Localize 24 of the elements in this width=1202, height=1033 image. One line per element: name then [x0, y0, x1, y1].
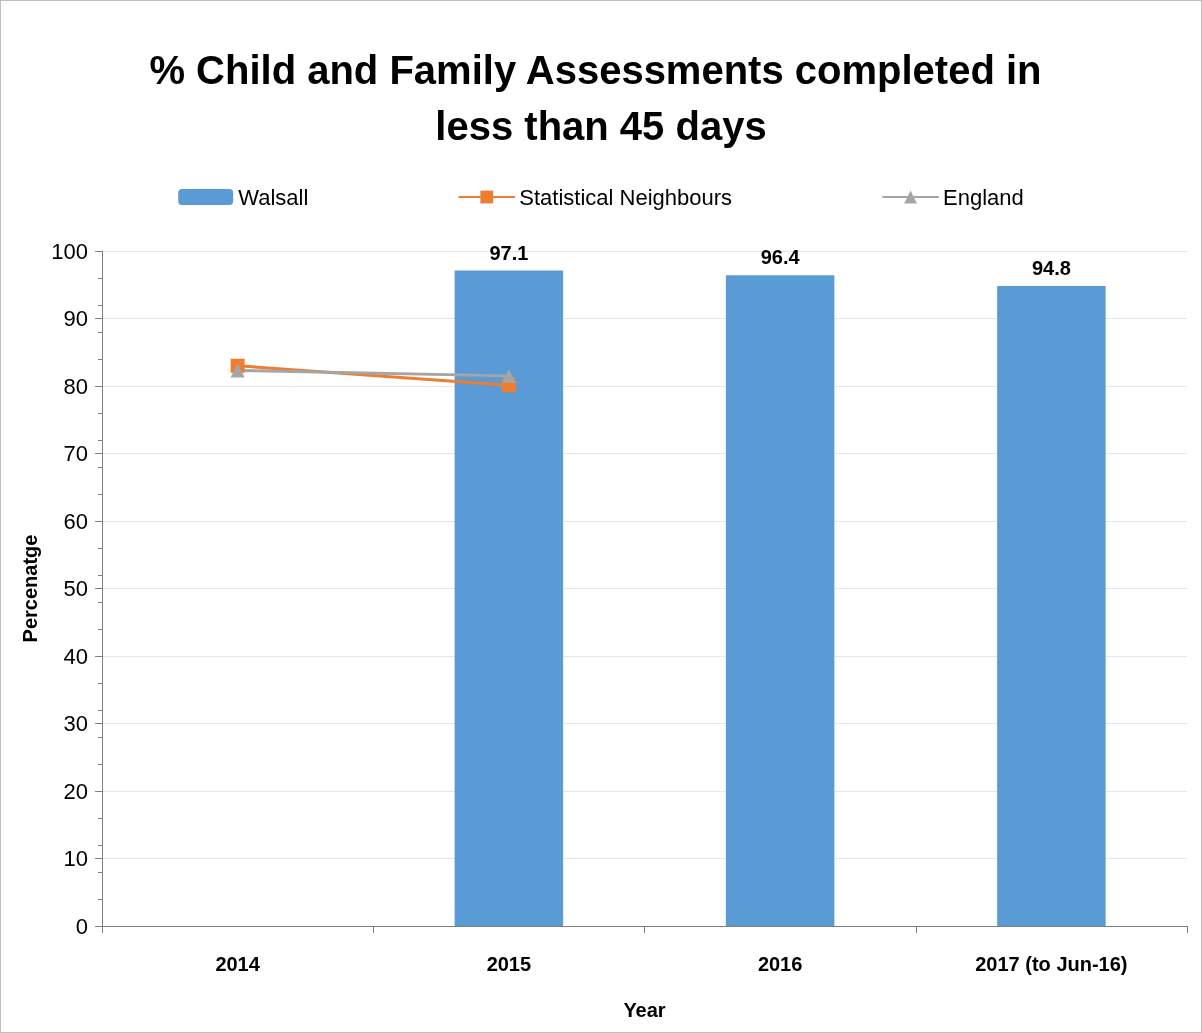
chart-title: % Child and Family Assessments completed in less than 45 days [149, 48, 1053, 148]
y-tick-label: 60 [63, 508, 88, 534]
x-tick-label: 2014 [215, 953, 261, 975]
y-tick-label: 80 [63, 373, 88, 399]
y-tick-label: 70 [63, 441, 88, 466]
x-axis-title: Year [623, 999, 666, 1021]
y-tick-label: 100 [51, 238, 88, 264]
y-axis-title: Percenatge [19, 534, 41, 643]
y-tick-label: 30 [63, 711, 88, 736]
y-tick-label: 40 [63, 643, 88, 669]
y-tick-label: 20 [63, 778, 88, 804]
y-tick-label: 0 [75, 913, 88, 939]
legend-label: Walsall [238, 184, 309, 210]
legend-label: Statistical Neighbours [519, 184, 733, 210]
x-tick-label: 2017 (to Jun-16) [975, 953, 1128, 975]
legend-label: England [943, 184, 1024, 210]
x-tick-label: 2016 [757, 953, 803, 975]
data-label: 97.1 [489, 241, 529, 264]
y-tick-label: 90 [63, 306, 88, 331]
y-tick-label: 10 [63, 846, 88, 871]
data-label: 94.8 [1031, 257, 1071, 280]
x-tick-label: 2015 [486, 953, 532, 975]
data-label: 96.4 [760, 246, 801, 269]
y-tick-label: 50 [63, 576, 88, 601]
